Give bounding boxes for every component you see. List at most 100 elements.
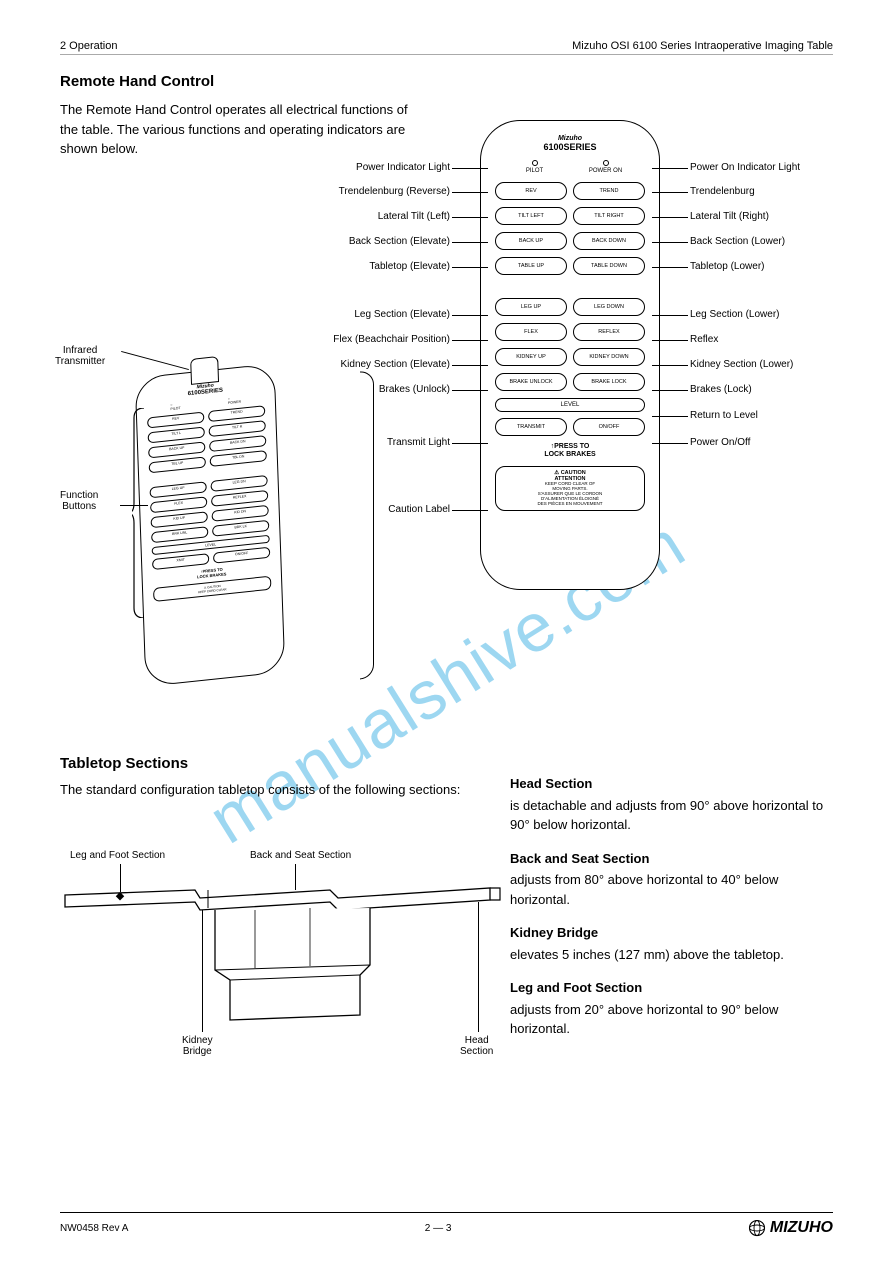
panel-label-right-10: Power On/Off	[690, 437, 750, 448]
btn-table-down[interactable]: TABLE DOWN	[573, 257, 645, 275]
btn-back-down[interactable]: BACK DOWN	[573, 232, 645, 250]
caution-body: KEEP CORD CLEAR OFMOVING PARTS.S'ASSURER…	[500, 482, 640, 507]
leader-left-3	[452, 242, 488, 243]
footer-page: 2 — 3	[425, 1223, 452, 1234]
leader-right-6	[652, 340, 688, 341]
table-svg	[60, 840, 510, 1070]
panel-label-left-1: Trendelenburg (Reverse)	[339, 186, 450, 197]
leader-right-2	[652, 217, 688, 218]
leader-right-0	[652, 168, 688, 169]
panel-label-right-2: Lateral Tilt (Right)	[690, 211, 769, 222]
btn-kidney-up[interactable]: KIDNEY UP	[495, 348, 567, 366]
panel-label-left-5: Leg Section (Elevate)	[354, 309, 450, 320]
btn-level[interactable]: LEVEL	[495, 398, 645, 412]
footer-rev: NW0458 Rev A	[60, 1223, 128, 1234]
btn-brake-unlock[interactable]: BRAKE UNLOCK	[495, 373, 567, 391]
panel-label-right-3: Back Section (Lower)	[690, 236, 785, 247]
footer-logo: MIZUHO	[748, 1219, 833, 1237]
section-table-intro: The standard configuration tabletop cons…	[60, 780, 500, 800]
pbody-1: adjusts from 80° above horizontal to 40°…	[510, 870, 830, 909]
leader-left-1	[452, 192, 488, 193]
leader-right-4	[652, 267, 688, 268]
leader-right-10	[652, 443, 688, 444]
panel-series: 6100SERIES	[495, 142, 645, 152]
page-header: 2 Operation Mizuho OSI 6100 Series Intra…	[60, 40, 833, 55]
panel-label-right-4: Tabletop (Lower)	[690, 261, 764, 272]
panel-label-right-1: Trendelenburg	[690, 186, 755, 197]
leader-left-2	[452, 217, 488, 218]
leader-left-0	[452, 168, 488, 169]
panel-label-right-7: Kidney Section (Lower)	[690, 359, 793, 370]
panel-brand: Mizuho	[495, 135, 645, 142]
panel-label-right-8: Brakes (Lock)	[690, 384, 752, 395]
panel-label-left-6: Flex (Beachchair Position)	[333, 334, 450, 345]
panel-label-left-10: Caution Label	[388, 504, 450, 515]
btn-leg-up[interactable]: LEG UP	[495, 298, 567, 316]
btn-kidney-down[interactable]: KIDNEY DOWN	[573, 348, 645, 366]
panel-label-right-0: Power On Indicator Light	[690, 162, 800, 173]
header-left: 2 Operation	[60, 40, 117, 52]
btn-rev[interactable]: REV	[495, 182, 567, 200]
leader-right-3	[652, 242, 688, 243]
pbody-3: adjusts from 20° above horizontal to 90°…	[510, 1000, 830, 1039]
leader-right-8	[652, 390, 688, 391]
lbl-kidney: KidneyBridge	[182, 1035, 213, 1057]
phead-0: Head Section	[510, 774, 830, 794]
btn-flex[interactable]: FLEX	[495, 323, 567, 341]
panel-label-left-0: Power Indicator Light	[356, 162, 450, 173]
leader-left-10	[452, 510, 488, 511]
section-table-title: Tabletop Sections	[60, 755, 188, 772]
btn-transmit[interactable]: TRANSMIT	[495, 418, 567, 436]
panel-label-left-2: Lateral Tilt (Left)	[378, 211, 450, 222]
panel-label-left-4: Tabletop (Elevate)	[369, 261, 450, 272]
btn-back-up[interactable]: BACK UP	[495, 232, 567, 250]
panel-label-right-9: Return to Level	[690, 410, 758, 421]
caution-box: ⚠ CAUTIONATTENTION KEEP CORD CLEAR OFMOV…	[495, 466, 645, 511]
intro-wrap: The Remote Hand Control operates all ele…	[60, 100, 833, 159]
panel-label-left-8: Brakes (Unlock)	[379, 384, 450, 395]
btn-tilt-right[interactable]: TILT RIGHT	[573, 207, 645, 225]
leader-left-8	[452, 390, 488, 391]
remote-front-figure: Mizuho 6100SERIES PILOT POWER ON REVTREN…	[480, 120, 660, 590]
btn-leg-down[interactable]: LEG DOWN	[573, 298, 645, 316]
panel-label-right-6: Reflex	[690, 334, 718, 345]
btn-onoff[interactable]: ON/OFF	[573, 418, 645, 436]
iso-label-ir: InfraredTransmitter	[55, 345, 105, 367]
btn-tilt-left[interactable]: TILT LEFT	[495, 207, 567, 225]
section-remote-title: Remote Hand Control	[60, 73, 833, 90]
leader-right-5	[652, 315, 688, 316]
lbl-head: HeadSection	[460, 1035, 493, 1057]
phead-3: Leg and Foot Section	[510, 978, 830, 998]
leader-left-5	[452, 315, 488, 316]
panel-label-right-5: Leg Section (Lower)	[690, 309, 780, 320]
btn-trend[interactable]: TREND	[573, 182, 645, 200]
iso-label-buttons: FunctionButtons	[60, 490, 98, 512]
panel-label-left-9: Transmit Light	[387, 437, 450, 448]
panel-label-left-7: Kidney Section (Elevate)	[340, 359, 450, 370]
remote-iso-figure: Mizuho 6100SERIES ○PILOT○POWER REVTREND …	[140, 370, 360, 720]
mizuho-icon	[748, 1219, 766, 1237]
iso-ir-lens	[190, 356, 219, 385]
pbody-0: is detachable and adjusts from 90° above…	[510, 796, 830, 835]
btn-brake-lock[interactable]: BRAKE LOCK	[573, 373, 645, 391]
leader-right-7	[652, 365, 688, 366]
leader-right-9	[652, 416, 688, 417]
panel-label-left-3: Back Section (Elevate)	[349, 236, 450, 247]
footer: NW0458 Rev A 2 — 3 MIZUHO	[60, 1212, 833, 1237]
phead-2: Kidney Bridge	[510, 923, 830, 943]
section-paragraphs: Head Section is detachable and adjusts f…	[510, 760, 830, 1039]
page: manualshive.com 2 Operation Mizuho OSI 6…	[0, 0, 893, 1263]
lbl-back-section: Back and Seat Section	[250, 850, 351, 861]
lbl-leg-section: Leg and Foot Section	[70, 850, 165, 861]
remote-intro-text: The Remote Hand Control operates all ele…	[60, 100, 415, 159]
table-diagram: Leg and Foot Section Back and Seat Secti…	[60, 840, 510, 1070]
btn-reflex[interactable]: REFLEX	[573, 323, 645, 341]
lock-brakes-text: ↑PRESS TOLOCK BRAKES	[495, 443, 645, 460]
pbody-2: elevates 5 inches (127 mm) above the tab…	[510, 945, 830, 965]
phead-1: Back and Seat Section	[510, 849, 830, 869]
header-right: Mizuho OSI 6100 Series Intraoperative Im…	[572, 40, 833, 52]
leader-right-1	[652, 192, 688, 193]
leader-left-4	[452, 267, 488, 268]
btn-table-up[interactable]: TABLE UP	[495, 257, 567, 275]
leader-left-6	[452, 340, 488, 341]
